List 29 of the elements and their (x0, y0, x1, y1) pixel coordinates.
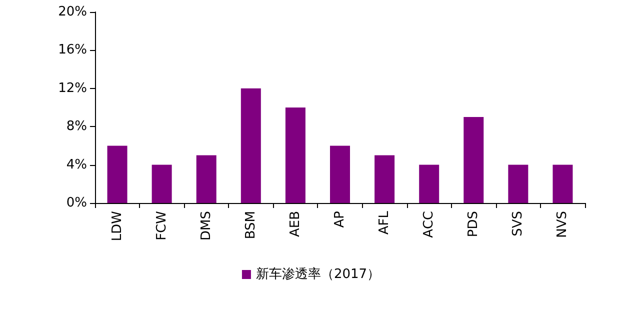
legend-label: 新车渗透率（2017） (256, 266, 380, 282)
x-tick-label: LDW (110, 210, 125, 242)
y-tick-label: 0% (66, 196, 87, 210)
x-tick-label: DMS (198, 211, 214, 240)
bar (107, 146, 128, 203)
x-tick-label: PDS (466, 211, 482, 238)
x-tick-label: FCW (154, 210, 170, 240)
x-tick-label: AEB (288, 211, 303, 238)
bar (374, 155, 395, 203)
x-tick-label: SVS (510, 211, 526, 236)
bar (152, 164, 172, 203)
bar (508, 164, 528, 203)
y-tick-label: 16% (58, 42, 87, 58)
x-tick-label: AP (332, 210, 348, 228)
y-tick-label: 4% (66, 157, 87, 172)
x-tick-label: BSM (243, 211, 258, 240)
bar (464, 117, 484, 203)
bar (552, 164, 573, 203)
x-tick-label: ACC (422, 211, 437, 238)
bar (196, 155, 216, 203)
bar (240, 88, 261, 203)
y-tick-label: 20% (58, 4, 87, 20)
bar (330, 146, 350, 203)
bar (285, 108, 306, 203)
x-tick-label: NVS (555, 211, 570, 238)
bar (419, 164, 440, 203)
y-tick-label: 8% (66, 119, 87, 134)
y-tick-label: 12% (58, 80, 87, 96)
x-tick-label: AFL (377, 210, 392, 235)
